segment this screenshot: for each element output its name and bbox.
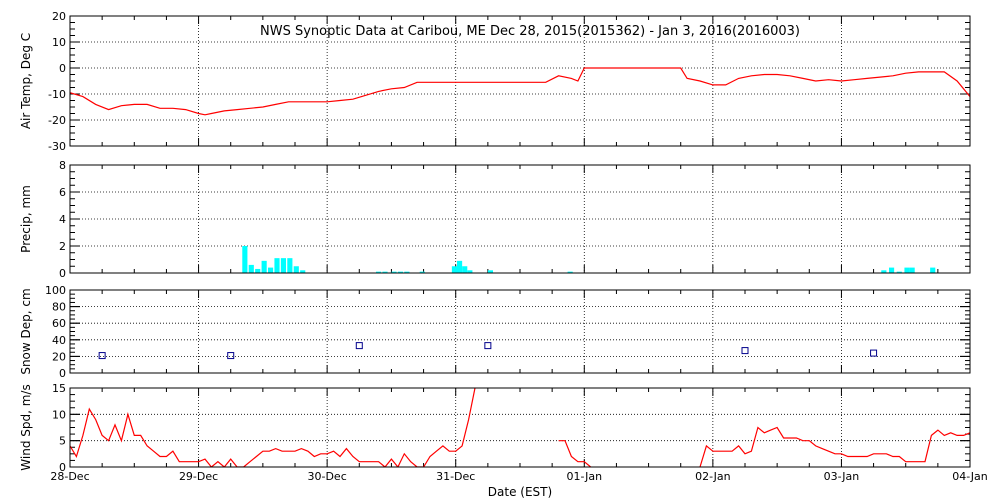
airtemp-ytick-label: -20 xyxy=(48,114,66,127)
windspd-data xyxy=(70,388,970,467)
precip-bar xyxy=(457,260,463,273)
precip-bar xyxy=(248,264,254,273)
x-tick-label: 30-Dec xyxy=(308,470,347,483)
windspd-ytick-label: 0 xyxy=(59,461,66,474)
snowdep-point xyxy=(98,352,106,360)
airtemp-data xyxy=(70,67,970,116)
windspd-ylabel: Wind Spd, m/s xyxy=(19,384,33,470)
x-tick-label: 31-Dec xyxy=(436,470,475,483)
precip-ytick-label: 8 xyxy=(59,159,66,172)
snowdep-ytick-label: 0 xyxy=(59,367,66,380)
airtemp-ylabel: Air Temp, Deg C xyxy=(19,33,33,129)
x-tick-label: 28-Dec xyxy=(50,470,89,483)
precip-panel: 0 2 4 6 8 Precip, mm xyxy=(19,159,971,280)
precip-bar xyxy=(376,271,382,273)
precip-bar xyxy=(300,270,306,273)
snowdep-ytick-label: 80 xyxy=(52,301,66,314)
precip-bar xyxy=(451,266,457,273)
precip-bar xyxy=(280,258,286,273)
windspd-ytick-label: 5 xyxy=(59,435,66,448)
snowdep-ytick-label: 100 xyxy=(45,284,66,297)
x-axis-label: Date (EST) xyxy=(488,485,552,499)
snowdep-panel: 0 20 40 60 80 100 Snow Dep, cm xyxy=(19,284,971,380)
precip-bar xyxy=(274,258,280,273)
precip-ytick-label: 4 xyxy=(59,213,66,226)
windspd-series-line xyxy=(699,426,970,467)
snowdep-data xyxy=(98,342,878,360)
snowdep-frame xyxy=(69,289,971,374)
precip-bar xyxy=(255,268,261,273)
precip-bar xyxy=(487,270,493,273)
windspd-panel: 0 5 10 15 Wind Spd, m/s 28-Dec 29-Dec 30-Dec 31-… xyxy=(19,382,988,483)
chart-title: NWS Synoptic Data at Caribou, ME Dec 28,… xyxy=(260,24,800,39)
precip-bar xyxy=(567,271,573,273)
snowdep-ytick-label: 60 xyxy=(52,317,66,330)
precip-ylabel: Precip, mm xyxy=(19,185,33,253)
x-tick-label: 04-Jan xyxy=(952,470,988,483)
airtemp-ytick-label: -30 xyxy=(48,140,66,153)
precip-ytick-label: 2 xyxy=(59,240,66,253)
x-tick-label: 29-Dec xyxy=(179,470,218,483)
precip-bar xyxy=(896,271,902,273)
snowdep-point xyxy=(484,342,492,350)
precip-bar xyxy=(404,271,410,273)
precip-ytick-label: 0 xyxy=(59,267,66,280)
windspd-frame xyxy=(69,387,971,468)
precip-bar xyxy=(909,267,915,273)
precip-ytick-label: 6 xyxy=(59,186,66,199)
snowdep-ytick-label: 40 xyxy=(52,334,66,347)
windspd-series-line xyxy=(558,440,592,467)
snowdep-point xyxy=(227,352,235,360)
snowdep-ytick-label: 20 xyxy=(52,350,66,363)
precip-bar xyxy=(391,271,397,273)
airtemp-frame xyxy=(69,15,971,147)
airtemp-ytick-label: -10 xyxy=(48,88,66,101)
precip-bar xyxy=(382,271,388,273)
precip-bar xyxy=(904,267,910,273)
precip-frame xyxy=(69,164,971,274)
precip-bar xyxy=(287,258,293,273)
x-tick-label: 02-Jan xyxy=(695,470,731,483)
airtemp-ytick-label: 10 xyxy=(52,36,66,49)
x-tick-label: 01-Jan xyxy=(567,470,603,483)
precip-bar xyxy=(467,270,473,273)
precip-bar xyxy=(293,266,299,273)
precip-bar xyxy=(261,260,267,273)
snowdep-point xyxy=(870,349,878,357)
windspd-series-line xyxy=(70,388,476,467)
precip-bar xyxy=(462,266,468,273)
precip-bar xyxy=(930,267,936,273)
snowdep-point xyxy=(355,342,363,350)
windspd-ytick-label: 10 xyxy=(52,408,66,421)
airtemp-panel: -30 -20 -10 0 10 20 Air Temp, Deg C xyxy=(19,10,971,153)
airtemp-ytick-label: 20 xyxy=(52,10,66,23)
x-tick-label: 03-Jan xyxy=(824,470,860,483)
precip-bar xyxy=(268,267,274,273)
precip-bar xyxy=(889,267,895,273)
precip-bar xyxy=(881,270,887,273)
precip-data xyxy=(242,246,936,273)
snowdep-point xyxy=(741,347,749,355)
precip-bar xyxy=(397,271,403,273)
panels-group: -30 -20 -10 0 10 20 Air Temp, Deg C 0 2 4 6 8 Precip… xyxy=(19,10,988,483)
airtemp-series-line xyxy=(70,67,970,116)
airtemp-ytick-label: 0 xyxy=(59,62,66,75)
snowdep-ylabel: Snow Dep, cm xyxy=(19,288,33,374)
precip-bar xyxy=(419,271,425,273)
windspd-ytick-label: 15 xyxy=(52,382,66,395)
precip-bar xyxy=(242,246,248,273)
